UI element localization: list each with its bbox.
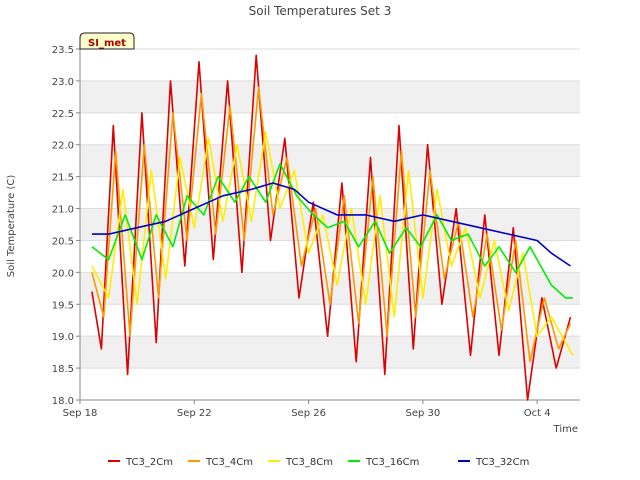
y-tick-label: 21.0 [52, 205, 74, 216]
x-tick-label: Sep 18 [63, 408, 98, 419]
site-badge-box [79, 32, 135, 50]
legend-label: TC3_32Cm [475, 457, 529, 468]
legend: TC3_2Cm TC3_4Cm TC3_8Cm TC3_16Cm TC3_32Cm [108, 457, 529, 468]
site-badge: SI_met [79, 32, 135, 50]
y-tick-label: 20.0 [52, 268, 74, 279]
grid-band [80, 144, 580, 177]
series-line-tc3-16cm [91, 163, 573, 299]
y-tick-label: 22.5 [52, 109, 74, 120]
y-tick-label: 18.5 [52, 364, 74, 375]
x-tick-label: Sep 30 [405, 408, 440, 419]
y-tick-label: 19.5 [52, 300, 74, 311]
y-axis-label: Soil Temperature (C) [6, 175, 17, 278]
x-axis-label: Time [553, 424, 578, 435]
x-tick-label: Sep 22 [177, 408, 212, 419]
grid-band [80, 80, 580, 113]
series-line-tc3-32cm [91, 182, 571, 267]
y-axis-ticks: 18.0 18.5 19.0 19.5 20.0 20.5 21.0 21.5 22.0 22.5… [52, 45, 80, 407]
site-badge-label: SI_met [88, 38, 126, 49]
y-tick-label: 18.0 [52, 396, 74, 407]
y-tick-label: 21.5 [52, 173, 74, 184]
legend-label: TC3_4Cm [205, 457, 253, 468]
y-tick-label: 20.5 [52, 236, 74, 247]
chart-title: Soil Temperatures Set 3 [249, 4, 392, 18]
x-axis-ticks: Sep 18 Sep 22 Sep 26 Sep 30 Oct 4 [63, 400, 551, 419]
y-tick-label: 23.5 [52, 45, 74, 56]
x-tick-label: Sep 26 [291, 408, 326, 419]
series-lines [91, 54, 574, 401]
grid-band [80, 336, 580, 369]
legend-label: TC3_16Cm [365, 457, 419, 468]
legend-label: TC3_8Cm [285, 457, 333, 468]
y-tick-label: 22.0 [52, 141, 74, 152]
x-tick-label: Oct 4 [524, 408, 551, 419]
y-tick-label: 19.0 [52, 332, 74, 343]
y-tick-label: 23.0 [52, 77, 74, 88]
legend-label: TC3_2Cm [125, 457, 173, 468]
series-line-tc3-8cm [91, 131, 574, 356]
series-line-tc3-4cm [91, 86, 572, 363]
